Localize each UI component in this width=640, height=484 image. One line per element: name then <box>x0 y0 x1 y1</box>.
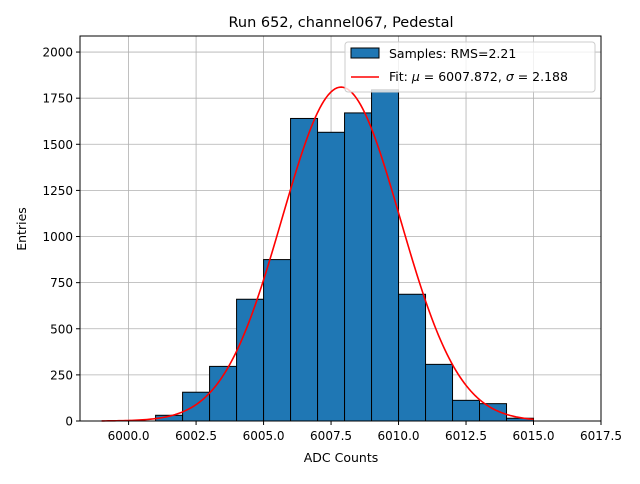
x-tick-label: 6017.5 <box>580 429 622 443</box>
y-tick-label: 1500 <box>42 138 73 152</box>
histogram-bar <box>263 259 292 422</box>
y-tick-label: 1000 <box>42 230 73 244</box>
histogram-bar <box>452 399 481 422</box>
x-tick-label: 6010.0 <box>378 429 420 443</box>
y-tick-label: 750 <box>50 276 73 290</box>
legend: Samples: RMS=2.21 Fit: μ = 6007.872, σ =… <box>344 41 596 93</box>
legend-swatch-samples <box>350 47 380 59</box>
y-tick-label: 500 <box>50 322 73 336</box>
fit-sigma-value: = 2.188 <box>514 69 568 84</box>
fit-sigma-symbol: σ <box>506 69 515 84</box>
x-tick-label: 6015.0 <box>513 429 555 443</box>
plot-frame <box>79 35 602 422</box>
fit-curve <box>101 86 534 422</box>
y-axis-ticks: 0 250 500 750 1000 1250 1500 1750 2000 <box>42 46 80 429</box>
legend-label-samples: Samples: RMS=2.21 <box>389 46 516 61</box>
y-tick-label: 1750 <box>42 92 73 106</box>
x-tick-label: 6012.5 <box>445 429 487 443</box>
histogram-bar <box>425 363 454 422</box>
histogram-bars <box>155 89 535 422</box>
y-tick-label: 2000 <box>42 46 73 60</box>
fit-mu-symbol: μ <box>411 69 420 84</box>
x-tick-label: 6002.5 <box>175 429 217 443</box>
histogram-bar <box>371 89 400 422</box>
x-axis-label: ADC Counts <box>304 450 379 465</box>
x-tick-label: 6005.0 <box>243 429 285 443</box>
legend-box <box>344 41 596 93</box>
y-tick-label: 1250 <box>42 184 73 198</box>
y-axis-label: Entries <box>14 207 29 251</box>
x-axis-ticks: 6000.0 6002.5 6005.0 6007.5 6010.0 6012.5 6015… <box>108 421 622 443</box>
x-tick-label: 6007.5 <box>310 429 352 443</box>
histogram-bar <box>398 293 427 422</box>
histogram-bar <box>317 131 346 422</box>
fit-mu-value: = 6007.872, <box>420 69 506 84</box>
chart-title: Run 652, channel067, Pedestal <box>228 15 453 31</box>
histogram-bar <box>344 112 373 422</box>
histogram-bar <box>290 117 319 422</box>
fit-prefix: Fit: <box>389 69 412 84</box>
x-tick-label: 6000.0 <box>108 429 150 443</box>
y-tick-label: 250 <box>50 368 73 382</box>
legend-label-fit: Fit: μ = 6007.872, σ = 2.188 <box>389 69 568 84</box>
y-tick-label: 0 <box>65 415 73 429</box>
